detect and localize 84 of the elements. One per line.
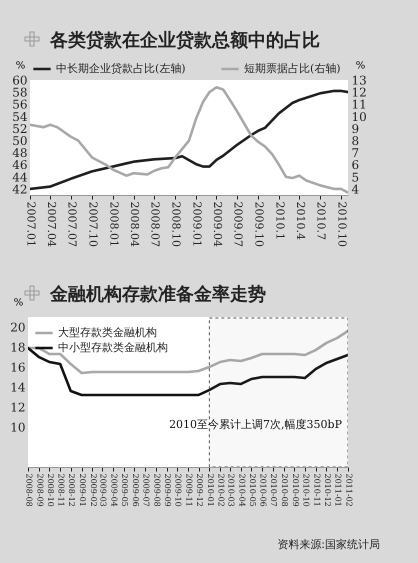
x-tick-label: 2009-11 — [184, 474, 194, 507]
y2-tick-label: 12 — [352, 86, 367, 100]
x-tick-label: 2010-11 — [312, 474, 322, 507]
y-tick-label: 16 — [10, 360, 26, 374]
y2-tick-label: 7 — [352, 146, 360, 160]
x-tick-label: 2008-08 — [24, 474, 34, 507]
x-tick-label: 2007.04 — [44, 202, 58, 247]
y-tick-label: 52 — [12, 122, 28, 136]
x-tick-label: 2007.07 — [66, 202, 79, 247]
y-tick-label: 54 — [12, 110, 28, 124]
y-tick-label: 50 — [12, 134, 28, 148]
x-tick-label: 2008-11 — [56, 474, 66, 507]
chart-title: 各类贷款在企业贷款总额中的占比 — [50, 29, 320, 52]
y2-tick-label: 5 — [352, 170, 360, 184]
legend-label: 大型存款类金融机构 — [58, 326, 157, 339]
chart-title: 金融机构存款准备金率走势 — [50, 283, 266, 306]
x-tick-label: 2008.04 — [128, 202, 142, 247]
x-tick-label: 2009-02 — [88, 474, 98, 507]
y-tick-label: 10 — [10, 420, 26, 434]
y-axis-title: % — [16, 60, 26, 72]
x-tick-label: 2008-12 — [67, 474, 76, 507]
legend-label: 中长期企业贷款占比(左轴) — [56, 62, 186, 75]
x-tick-label: 2010.4 — [294, 202, 307, 240]
x-tick-label: 2007.10 — [86, 202, 100, 247]
y-tick-label: 42 — [12, 182, 28, 196]
y-tick-label: 48 — [12, 146, 28, 160]
x-tick-label: 2011-02 — [344, 474, 354, 507]
x-tick-label: 2008-10 — [46, 474, 55, 507]
y2-tick-label: 11 — [352, 98, 367, 112]
x-tick-label: 2010-07 — [269, 474, 278, 507]
x-tick-label: 2010-04 — [237, 474, 246, 507]
x-tick-label: 2010-02 — [216, 474, 226, 507]
y2-tick-label: 6 — [352, 158, 360, 172]
x-tick-label: 2009.04 — [210, 202, 224, 247]
y-tick-label: 12 — [10, 400, 26, 414]
y-tick-label: 18 — [10, 340, 26, 354]
x-tick-label: 2009.01 — [190, 202, 204, 247]
x-tick-label: 2008.10 — [170, 202, 183, 247]
x-tick-label: 2007.01 — [24, 202, 38, 247]
x-tick-label: 2010-03 — [226, 474, 236, 507]
x-tick-label: 2010.7 — [314, 202, 328, 240]
x-tick-label: 2009-03 — [98, 474, 108, 507]
x-tick-label: 2010-05 — [248, 474, 257, 507]
x-tick-label: 2010.1 — [273, 202, 286, 240]
y2-tick-label: 10 — [352, 110, 367, 124]
x-tick-label: 2009-06 — [130, 474, 140, 507]
x-tick-label: 2008.01 — [107, 202, 120, 247]
y-tick-label: 44 — [12, 170, 28, 184]
x-tick-label: 2009-01 — [78, 474, 88, 507]
x-tick-label: 2010-12 — [322, 474, 332, 507]
y2-tick-label: 4 — [352, 182, 360, 196]
y-tick-label: 60 — [12, 74, 28, 88]
y2-tick-label: 13 — [352, 74, 367, 88]
x-tick-label: 2009.10 — [252, 202, 266, 247]
legend-label: 中小型存款类金融机构 — [58, 341, 168, 354]
y-tick-label: 58 — [12, 86, 28, 100]
x-tick-label: 2009-05 — [120, 474, 130, 507]
x-tick-label: 2010-09 — [290, 474, 300, 507]
x-tick-label: 2009-08 — [152, 474, 162, 507]
y2-tick-label: 8 — [352, 134, 360, 148]
y-axis-title: % — [14, 298, 24, 308]
band-label: 2010至今累计上调7次,幅度350bP — [169, 418, 343, 431]
y-tick-label: 14 — [10, 380, 26, 394]
y-tick-label: 46 — [12, 158, 28, 172]
x-tick-label: 2010-08 — [280, 474, 290, 507]
x-tick-label: 2009.07 — [232, 202, 245, 247]
x-tick-label: 2009-12 — [195, 474, 204, 507]
x-tick-label: 2010-06 — [258, 474, 268, 507]
x-tick-label: 2011-01 — [334, 474, 343, 507]
text: 资料来源:国家统计局 — [277, 537, 380, 552]
x-tick-label: 2009-04 — [110, 474, 119, 507]
x-tick-label: 2008-09 — [35, 474, 44, 507]
y-tick-label: 20 — [10, 320, 26, 334]
x-tick-label: 2009-09 — [163, 474, 172, 507]
y2-axis-title: % — [356, 60, 366, 72]
y-tick-label: 56 — [12, 98, 28, 112]
legend-label: 短期票据占比(右轴) — [244, 62, 341, 75]
x-tick-label: 2009-10 — [174, 474, 183, 507]
y2-tick-label: 9 — [352, 122, 360, 136]
x-tick-label: 2010-10 — [301, 474, 310, 507]
x-tick-label: 2008.07 — [148, 202, 162, 247]
x-tick-label: 2009-07 — [141, 474, 150, 507]
x-tick-label: 2010.10 — [335, 202, 348, 247]
x-tick-label: 2010-01 — [206, 474, 215, 507]
